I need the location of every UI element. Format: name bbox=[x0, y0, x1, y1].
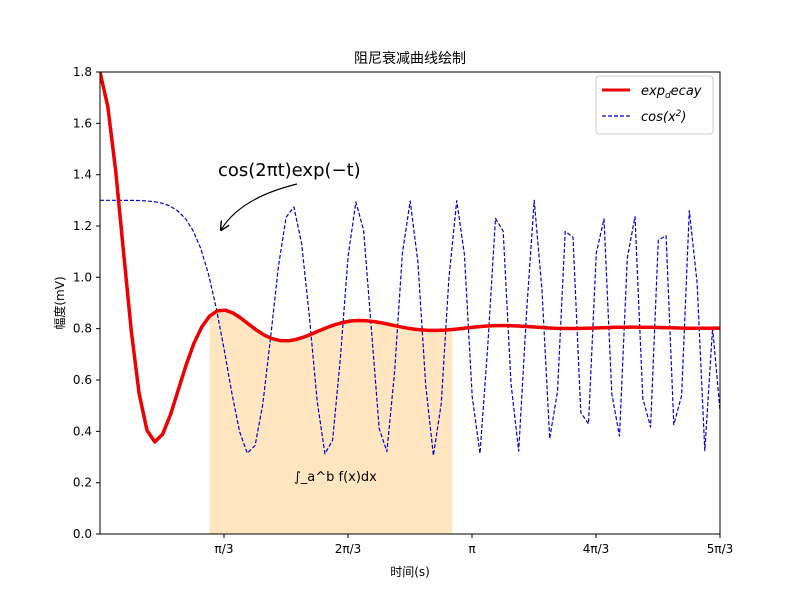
y-tick-label: 0.0 bbox=[73, 527, 92, 541]
legend: expdecay cos(x2) bbox=[595, 75, 714, 135]
y-tick-label: 1.8 bbox=[73, 65, 92, 79]
y-tick-label: 1.6 bbox=[73, 116, 92, 130]
legend-label-exp-decay: expdecay bbox=[641, 84, 702, 101]
series-line-cos-x2 bbox=[100, 199, 720, 456]
fill-layer bbox=[209, 310, 453, 534]
x-tick-label: 2π/3 bbox=[335, 542, 362, 556]
x-axis: π/3 2π/3 π 4π/3 5π/3 bbox=[215, 534, 734, 556]
x-tick-label: 4π/3 bbox=[583, 542, 610, 556]
integral-fill bbox=[209, 310, 453, 534]
x-tick-label: π/3 bbox=[215, 542, 234, 556]
legend-label-cos-x2: cos(x2) bbox=[641, 109, 686, 125]
y-tick-label: 0.2 bbox=[73, 476, 92, 490]
y-tick-label: 0.6 bbox=[73, 373, 92, 387]
series-layer bbox=[100, 72, 720, 456]
x-tick-label: π bbox=[468, 542, 475, 556]
y-tick-label: 1.4 bbox=[73, 168, 92, 182]
y-axis-label: 幅度(mV) bbox=[52, 276, 67, 329]
annotation-text: cos(2πt)exp(−t) bbox=[218, 160, 361, 181]
annotation: cos(2πt)exp(−t) bbox=[218, 160, 361, 230]
annotation-arrow bbox=[221, 183, 298, 230]
y-tick-label: 1.2 bbox=[73, 219, 92, 233]
y-tick-label: 0.4 bbox=[73, 424, 92, 438]
chart-title: 阻尼衰减曲线绘制 bbox=[354, 50, 466, 67]
series-line-exp-decay bbox=[100, 72, 720, 444]
x-axis-label: 时间(s) bbox=[390, 565, 430, 579]
x-tick-label: 5π/3 bbox=[707, 542, 734, 556]
plot-frame bbox=[99, 71, 721, 535]
y-axis: 0.0 0.2 0.4 0.6 0.8 1.0 1.2 1.4 1.6 1.8 bbox=[73, 65, 100, 541]
integral-label: ∫_a^b f(x)dx bbox=[294, 470, 377, 485]
y-tick-label: 0.8 bbox=[73, 322, 92, 336]
y-tick-label: 1.0 bbox=[73, 270, 92, 284]
